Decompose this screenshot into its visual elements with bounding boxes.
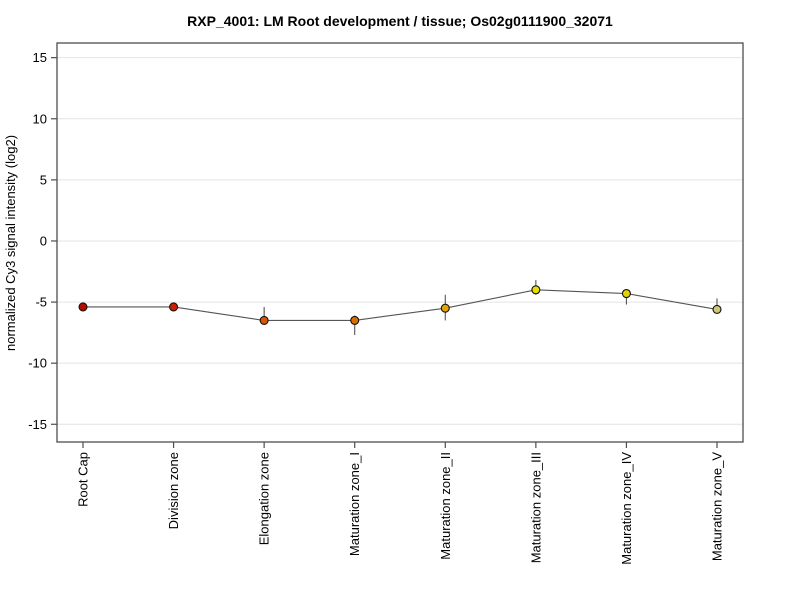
x-tick-label: Maturation zone_III — [528, 452, 543, 563]
plot-border — [56, 42, 744, 443]
series-line — [83, 289, 718, 321]
data-point — [350, 315, 360, 325]
x-tick-label: Maturation zone_IV — [619, 452, 634, 565]
chart-title: RXP_4001: LM Root development / tissue; … — [187, 13, 613, 29]
y-tick-label: -10 — [28, 356, 47, 371]
x-tick-label: Division zone — [166, 452, 181, 529]
data-point — [712, 304, 722, 314]
y-tick-label: 10 — [33, 111, 47, 126]
x-tick-label: Elongation zone — [257, 452, 272, 545]
x-tick-label: Maturation zone_I — [347, 452, 362, 556]
y-axis-title: normalized Cy3 signal intensity (log2) — [3, 135, 18, 351]
data-point — [78, 302, 88, 312]
x-tick-label: Maturation zone_V — [710, 452, 725, 561]
x-tick-label: Maturation zone_II — [438, 452, 453, 560]
y-tick-label: -15 — [28, 417, 47, 432]
data-point — [169, 302, 179, 312]
data-point — [259, 315, 269, 325]
axis-ticks: -15 -10 -5 0 5 10 15 Root Cap Division zone Elong… — [28, 50, 724, 565]
x-tick-label: Root Cap — [76, 452, 91, 507]
data-point — [440, 303, 450, 313]
y-tick-label: 15 — [33, 50, 47, 65]
plot-frame — [56, 42, 744, 443]
data-series — [78, 280, 722, 336]
data-point — [531, 285, 541, 295]
data-point — [621, 288, 631, 299]
y-tick-label: 0 — [40, 233, 47, 248]
y-tick-label: 5 — [40, 172, 47, 187]
y-tick-label: -5 — [35, 295, 47, 310]
gridlines — [57, 57, 743, 425]
